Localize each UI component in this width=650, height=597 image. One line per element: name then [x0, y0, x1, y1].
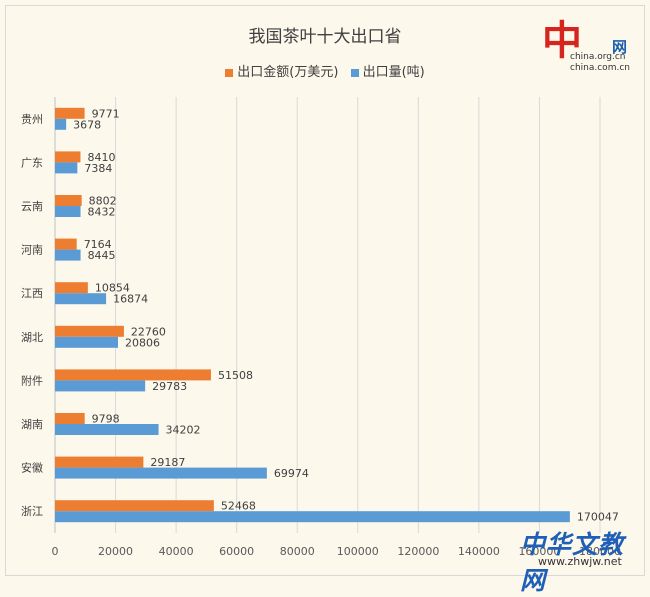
- bar-export-value-2: [55, 195, 82, 206]
- legend-swatch-export-volume: [350, 68, 359, 77]
- data-label-export-volume-1: 7384: [84, 162, 112, 175]
- logo-glyph: 中: [542, 17, 582, 64]
- bar-export-volume-0: [55, 118, 67, 130]
- data-label-export-value-0: 9771: [92, 107, 120, 120]
- bar-export-volume-5: [55, 336, 118, 348]
- legend-item-export-value: 出口金额(万美元): [225, 61, 338, 80]
- category-label-1: 广东: [21, 156, 43, 169]
- data-label-export-value-6: 51508: [218, 369, 253, 382]
- x-tick-label-3: 60000: [219, 545, 254, 558]
- bar-export-value-1: [55, 151, 81, 163]
- category-label-3: 河南: [21, 244, 43, 257]
- data-label-export-value-3: 7164: [84, 238, 112, 251]
- x-tick-label-7: 140000: [458, 545, 500, 558]
- x-tick-label-2: 40000: [159, 545, 194, 558]
- logo-wang: 网: [612, 38, 628, 56]
- bar-export-value-9: [55, 500, 214, 512]
- bar-export-value-5: [55, 325, 124, 337]
- data-label-export-volume-5: 20806: [125, 336, 160, 349]
- data-label-export-value-9: 52468: [221, 500, 256, 513]
- data-label-export-volume-9: 170047: [577, 511, 619, 524]
- bar-export-value-7: [55, 413, 85, 424]
- category-label-9: 浙江: [21, 505, 43, 518]
- bar-export-value-4: [55, 282, 88, 294]
- x-tick-label-9: 180000: [579, 545, 621, 558]
- bar-export-volume-1: [55, 162, 78, 174]
- x-tick-label-8: 160000: [518, 545, 560, 558]
- data-label-export-volume-2: 8432: [88, 206, 116, 219]
- bar-export-volume-6: [55, 380, 146, 392]
- data-label-export-value-5: 22760: [131, 325, 166, 338]
- bar-export-value-0: [55, 107, 85, 119]
- bar-chart: 0 20000 40000 60000 80000 100000 120000 140000 1…: [21, 97, 621, 558]
- watermark-url: www.zhwjw.net: [538, 555, 622, 568]
- x-tick-label-6: 120000: [397, 545, 439, 558]
- zhwjw-watermark: 中华文教网 www.zhwjw.net: [518, 525, 648, 595]
- x-tick-label-0: 0: [52, 545, 59, 558]
- bar-export-volume-4: [55, 293, 107, 305]
- category-label-5: 湖北: [21, 331, 43, 344]
- data-label-export-volume-6: 29783: [152, 380, 187, 393]
- legend-item-export-volume: 出口量(吨): [350, 61, 425, 80]
- category-label-2: 云南: [21, 200, 43, 213]
- x-tick-label-5: 100000: [337, 545, 379, 558]
- data-label-export-volume-7: 34202: [166, 424, 201, 437]
- data-label-export-value-8: 29187: [150, 456, 185, 469]
- bar-export-volume-8: [55, 467, 267, 479]
- category-label-6: 附件: [21, 373, 43, 387]
- category-label-8: 安徽: [21, 461, 43, 475]
- data-label-export-value-4: 10854: [95, 282, 130, 295]
- data-label-export-volume-0: 3678: [73, 118, 101, 131]
- chart-frame: [5, 5, 645, 576]
- bar-export-value-3: [55, 238, 77, 250]
- logo-url-2: china.com.cn: [570, 63, 630, 73]
- bar-export-volume-9: [55, 511, 570, 523]
- legend-label-export-value: 出口金额(万美元): [237, 65, 339, 80]
- data-label-export-value-1: 8410: [87, 151, 115, 164]
- chart-legend: 出口金额(万美元) 出口量(吨): [0, 61, 650, 80]
- data-label-export-volume-3: 8445: [88, 249, 116, 262]
- bar-export-volume-7: [55, 424, 159, 435]
- x-tick-label-1: 20000: [98, 545, 133, 558]
- data-label-export-volume-8: 69974: [274, 467, 309, 480]
- legend-label-export-volume: 出口量(吨): [362, 65, 425, 80]
- logo-url-1: china.org.cn: [570, 52, 626, 62]
- data-label-export-value-7: 9798: [92, 413, 120, 426]
- bar-export-value-8: [55, 456, 144, 468]
- x-tick-label-4: 80000: [280, 545, 315, 558]
- bar-export-volume-2: [55, 206, 81, 217]
- bar-export-volume-3: [55, 249, 81, 261]
- category-label-4: 江西: [21, 287, 43, 300]
- bar-export-value-6: [55, 369, 211, 381]
- data-label-export-volume-4: 16874: [113, 293, 148, 306]
- data-label-export-value-2: 8802: [89, 195, 117, 208]
- legend-swatch-export-value: [225, 68, 234, 77]
- category-label-7: 湖南: [21, 418, 43, 431]
- category-label-0: 贵州: [21, 113, 43, 126]
- china-org-logo: 中 网 china.org.cn china.com.cn: [540, 8, 640, 78]
- chart-title: 我国茶叶十大出口省: [248, 27, 402, 47]
